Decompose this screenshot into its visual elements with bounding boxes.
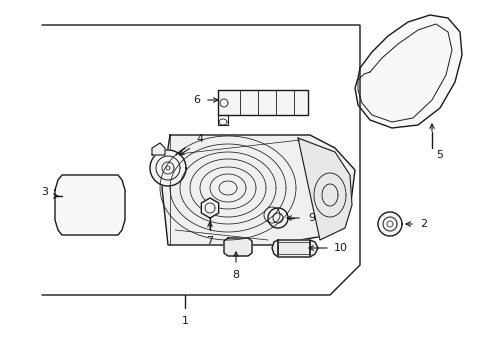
Polygon shape (224, 238, 251, 256)
Polygon shape (218, 90, 307, 115)
Text: 10: 10 (333, 243, 347, 253)
Polygon shape (354, 15, 461, 128)
Text: 9: 9 (307, 213, 314, 223)
Polygon shape (152, 143, 164, 155)
Polygon shape (150, 150, 185, 186)
Polygon shape (201, 198, 218, 218)
Text: 2: 2 (419, 219, 426, 229)
Polygon shape (162, 135, 354, 245)
Text: 7: 7 (206, 236, 213, 246)
Polygon shape (377, 212, 401, 236)
Polygon shape (297, 138, 351, 240)
Text: 8: 8 (232, 270, 239, 280)
Text: 5: 5 (435, 150, 442, 160)
Text: 3: 3 (41, 187, 48, 197)
Polygon shape (271, 240, 317, 257)
Text: 6: 6 (193, 95, 200, 105)
Text: 1: 1 (181, 316, 188, 326)
Text: 4: 4 (196, 134, 203, 144)
Polygon shape (267, 208, 287, 228)
Polygon shape (55, 175, 125, 235)
